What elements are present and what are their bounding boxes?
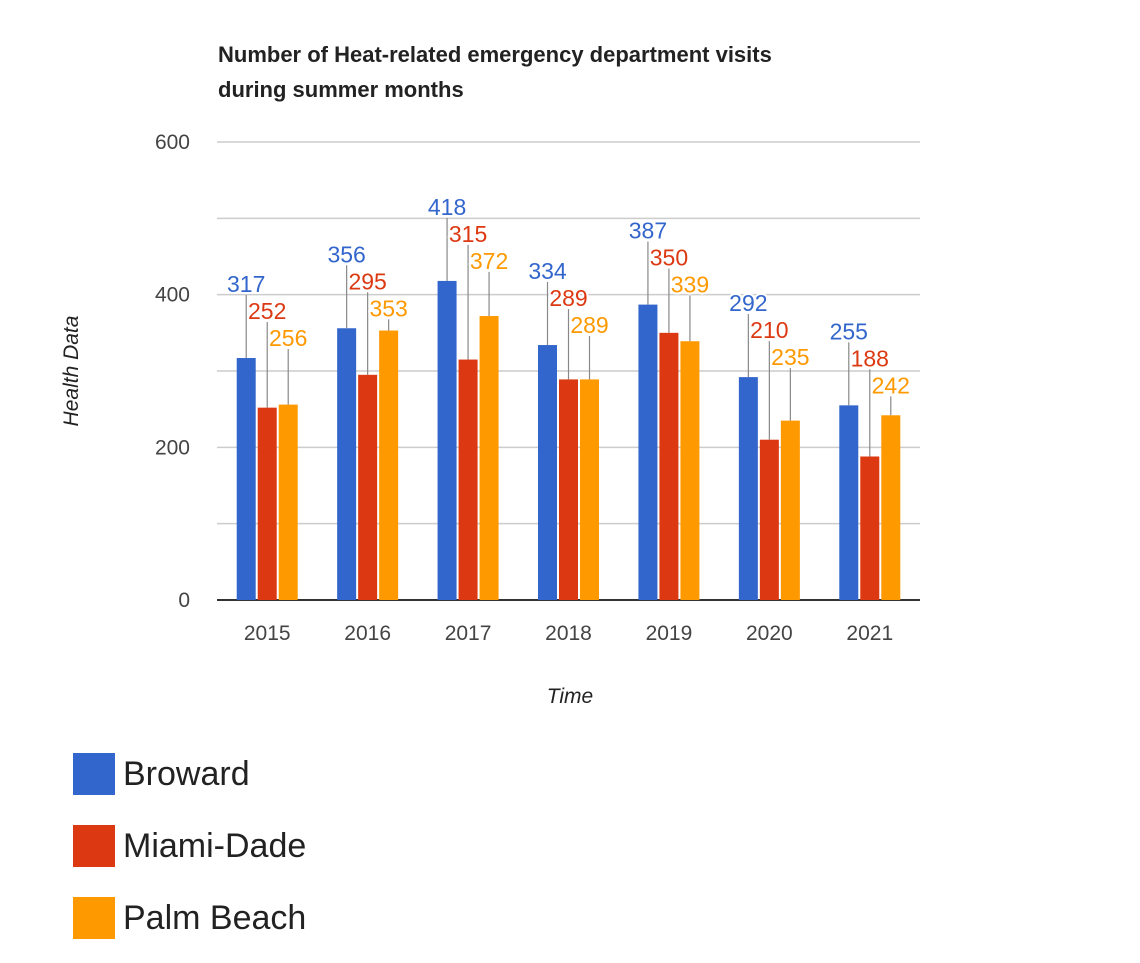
x-tick-label: 2016 [344, 622, 391, 645]
y-tick-label: 400 [155, 284, 190, 307]
data-label: 292 [729, 290, 767, 316]
chart-title-line-2: during summer months [218, 77, 464, 102]
data-label: 350 [650, 245, 688, 271]
data-label: 242 [872, 372, 910, 398]
x-axis-label: Time [547, 685, 593, 708]
data-label: 353 [369, 295, 407, 321]
bar [458, 359, 478, 600]
legend-swatch [73, 825, 115, 867]
x-tick-label: 2015 [244, 622, 291, 645]
x-tick-label: 2017 [445, 622, 492, 645]
data-label: 235 [771, 344, 809, 370]
data-label: 387 [629, 218, 667, 244]
legend-swatch [73, 753, 115, 795]
bar [538, 345, 557, 600]
bar [379, 330, 399, 600]
bar [780, 420, 800, 600]
bar [839, 405, 859, 600]
data-label: 295 [348, 268, 386, 294]
bar [257, 407, 277, 600]
data-label: 372 [470, 248, 508, 274]
bar [479, 316, 499, 600]
data-label: 210 [750, 317, 788, 343]
data-label: 418 [428, 194, 466, 220]
data-label: 317 [227, 271, 265, 297]
data-label: 356 [327, 241, 365, 267]
legend-label: Miami-Dade [123, 826, 307, 865]
bar [860, 456, 880, 600]
data-label: 188 [851, 345, 889, 371]
bar [437, 280, 457, 600]
bar [278, 404, 298, 600]
y-tick-label: 200 [155, 436, 190, 459]
bar [680, 341, 700, 600]
data-label: 339 [671, 272, 709, 298]
legend-label: Palm Beach [123, 898, 307, 937]
y-tick-label: 600 [155, 131, 190, 154]
bar [759, 439, 779, 600]
x-tick-label: 2019 [646, 622, 693, 645]
legend-item-broward[interactable]: Broward [73, 738, 306, 810]
bar [358, 374, 378, 600]
data-label: 315 [449, 221, 487, 247]
legend-label: Broward [123, 754, 250, 793]
bar [659, 332, 679, 600]
data-label: 256 [269, 325, 307, 351]
legend-item-palm-beach[interactable]: Palm Beach [73, 882, 306, 954]
legend: Broward Miami-Dade Palm Beach [73, 738, 306, 954]
bar [881, 415, 901, 600]
chart-title-line-1: Number of Heat-related emergency departm… [218, 42, 772, 67]
data-label: 252 [248, 298, 286, 324]
bar [580, 379, 599, 600]
bar [337, 328, 357, 600]
data-label: 289 [549, 285, 587, 311]
y-axis-label: Health Data [60, 316, 83, 427]
y-tick-label: 0 [178, 589, 190, 612]
data-label: 334 [528, 258, 567, 284]
legend-item-miami-dade[interactable]: Miami-Dade [73, 810, 306, 882]
data-label: 289 [570, 312, 608, 338]
x-tick-label: 2018 [545, 622, 592, 645]
bar [638, 304, 658, 600]
x-tick-label: 2020 [746, 622, 793, 645]
data-label: 255 [830, 318, 868, 344]
bar [559, 379, 578, 600]
x-tick-label: 2021 [846, 622, 893, 645]
bar [236, 358, 256, 600]
bar [738, 377, 758, 600]
legend-swatch [73, 897, 115, 939]
